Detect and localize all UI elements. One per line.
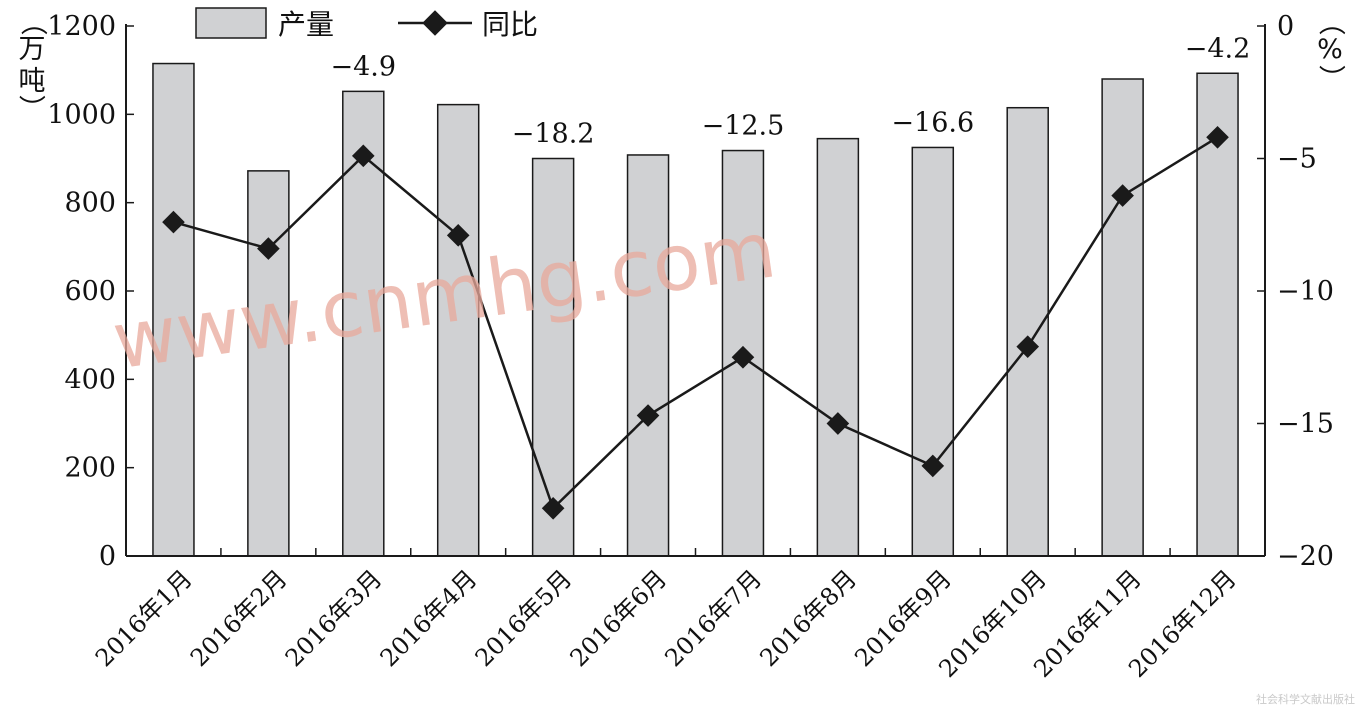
left-axis-ticks: 0 200 400 600 800 1000 1200: [47, 11, 134, 572]
legend: 产量 同比: [195, 7, 538, 41]
data-label: −18.2: [512, 119, 595, 150]
bar-5: [531, 157, 575, 557]
category-label: 2016年7月: [659, 564, 767, 672]
bar-12: [1196, 72, 1239, 557]
yoy-marker-9: [921, 454, 945, 478]
category-labels: 2016年1月2016年2月2016年3月2016年4月2016年5月2016年…: [90, 564, 1242, 683]
unit-right-open-paren: （: [1315, 9, 1346, 36]
category-label: 2016年4月: [375, 564, 483, 672]
yoy-line: [173, 136, 1219, 511]
right-axis-unit-label: （ % ）: [1315, 9, 1346, 92]
yoy-marker-8: [826, 412, 850, 435]
unit-left-open-paren: （: [17, 9, 48, 36]
legend-label-output: 产量: [278, 8, 334, 41]
unit-left-close-paren: ）: [15, 95, 46, 122]
left-axis-unit-label: （ 万 吨 ）: [15, 9, 48, 122]
unit-left-char-1: 万: [19, 34, 46, 65]
right-tick-label: −20: [1277, 541, 1334, 572]
right-tick-label: −15: [1277, 409, 1334, 440]
category-label: 2016年2月: [185, 564, 293, 672]
right-tick-label: −5: [1277, 144, 1317, 175]
category-label: 2016年5月: [470, 564, 578, 672]
bar-6: [626, 154, 670, 557]
unit-right-close-paren: ）: [1315, 65, 1346, 92]
data-labels: −4.9 −18.2 −12.5 −16.6 −4.2: [331, 33, 1251, 149]
legend-swatch-yoy-marker: [422, 10, 448, 36]
publisher-credit: 社会科学文献出版社: [1256, 692, 1355, 706]
right-tick-label: −10: [1277, 276, 1334, 307]
left-tick-label: 800: [64, 188, 116, 219]
legend-label-yoy: 同比: [482, 8, 538, 41]
bar-1: [152, 62, 195, 557]
right-axis-ticks: 0 −5 −10 −15 −20: [1257, 11, 1334, 572]
category-label: 2016年3月: [280, 564, 388, 672]
data-label: −16.6: [891, 107, 974, 138]
left-tick-label: 1200: [47, 11, 116, 42]
bar-series-output: [152, 62, 1239, 557]
legend-swatch-output: [195, 7, 267, 39]
unit-right-percent: %: [1317, 34, 1343, 65]
yoy-marker-6: [636, 404, 660, 427]
bar-11: [1101, 78, 1144, 557]
bar-8: [816, 137, 860, 557]
left-tick-label: 0: [99, 541, 116, 572]
bar-10: [1006, 106, 1049, 557]
unit-left-char-2: 吨: [19, 66, 46, 97]
left-tick-label: 600: [64, 276, 116, 307]
data-label: −4.9: [331, 51, 397, 82]
left-tick-label: 1000: [47, 99, 116, 130]
left-tick-label: 400: [64, 364, 116, 395]
yoy-marker-7: [731, 345, 755, 369]
bar-9: [911, 146, 955, 557]
category-label: 2016年8月: [754, 564, 862, 672]
data-label: −12.5: [702, 111, 785, 142]
category-label: 2016年1月: [90, 564, 198, 672]
yoy-marker-5: [541, 496, 565, 520]
data-label: −4.2: [1185, 33, 1251, 64]
right-tick-label: 0: [1277, 11, 1294, 42]
bar-4: [436, 103, 480, 557]
left-tick-label: 200: [64, 453, 116, 484]
category-label: 2016年6月: [565, 564, 673, 672]
